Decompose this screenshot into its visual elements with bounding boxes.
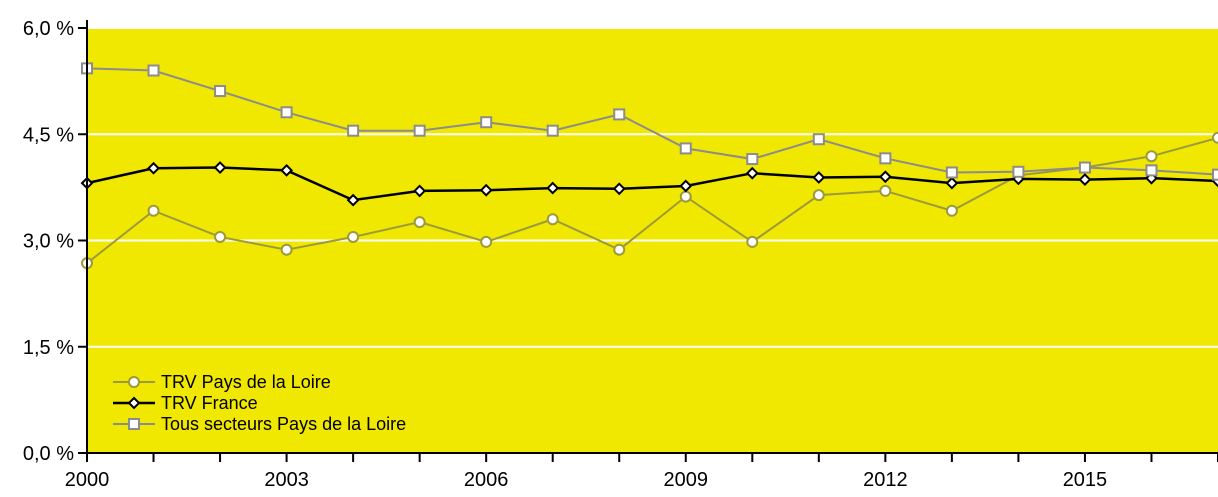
series-2-point-9: [679, 142, 692, 155]
series-0-point-5: [413, 216, 426, 229]
y-tick-label-4: 6,0 %: [23, 18, 74, 40]
series-2-point-6: [480, 116, 493, 129]
legend-item-1: TRV France: [113, 393, 258, 413]
series-1-point-2: [213, 161, 227, 174]
series-2-point-15: [1078, 161, 1091, 174]
series-2-point-5: [413, 124, 426, 137]
series-line-2: [86, 67, 1218, 176]
legend-item-2: Tous secteurs Pays de la Loire: [113, 414, 406, 434]
series-0-point-1: [147, 204, 160, 217]
series-0-point-2: [214, 230, 227, 243]
series-0-point-4: [347, 230, 360, 243]
series-2-point-2: [214, 85, 227, 98]
series-1: [80, 161, 1218, 207]
y-tick-label-0: 0,0 %: [23, 443, 74, 465]
legend-marker-1: [127, 396, 141, 410]
series-0-point-8: [613, 243, 626, 256]
series-0-point-12: [879, 184, 892, 197]
x-tick-label-3: 2009: [664, 469, 709, 491]
series-2-point-7: [546, 124, 559, 137]
series-2-point-11: [812, 133, 825, 146]
y-tick-label-1: 1,5 %: [23, 337, 74, 359]
series-2-point-17: [1212, 168, 1218, 181]
series-0-point-9: [679, 190, 692, 203]
x-tick-label-1: 2003: [264, 469, 309, 491]
series-1-point-8: [612, 182, 626, 196]
series-2-point-4: [347, 124, 360, 137]
series-2-point-1: [147, 64, 160, 77]
series-0-point-11: [812, 189, 825, 202]
series-line-1: [86, 166, 1218, 202]
x-tick-label-5: 2015: [1063, 469, 1108, 491]
legend-label-1: TRV France: [161, 393, 258, 413]
x-tick-label-2: 2006: [464, 469, 509, 491]
x-tick-label-0: 2000: [65, 469, 110, 491]
series-0-point-16: [1145, 150, 1158, 163]
series-0-point-3: [280, 243, 293, 256]
series-1-point-12: [878, 170, 892, 184]
series-1-point-11: [812, 171, 826, 184]
series-0-point-10: [746, 235, 759, 248]
series-1-point-6: [479, 183, 493, 197]
legend-label-0: TRV Pays de la Loire: [161, 372, 331, 392]
series-2-point-3: [280, 106, 293, 119]
legend-label-2: Tous secteurs Pays de la Loire: [161, 414, 406, 434]
series-2-point-13: [945, 166, 958, 179]
series-1-point-7: [546, 181, 560, 195]
series-0-point-7: [546, 213, 559, 226]
series-2-point-10: [746, 153, 759, 166]
series-1-point-9: [679, 179, 693, 193]
series-2-point-8: [613, 108, 626, 121]
legend-item-0: TRV Pays de la Loire: [113, 372, 331, 392]
series-2-point-12: [879, 152, 892, 165]
series-1-point-1: [147, 161, 160, 175]
series-0-point-17: [1212, 131, 1218, 144]
legend-marker-2: [128, 418, 140, 430]
series-1-point-15: [1078, 173, 1092, 186]
y-tick-label-2: 3,0 %: [23, 231, 74, 253]
series-2-point-16: [1145, 164, 1158, 177]
series-1-point-13: [945, 176, 959, 190]
series-0-point-13: [945, 204, 958, 217]
series-line-0: [86, 136, 1218, 264]
series-1-point-5: [413, 184, 427, 198]
series-2: [81, 62, 1218, 181]
series-1-point-4: [346, 193, 360, 207]
series-1-point-10: [745, 166, 759, 180]
x-tick-label-4: 2012: [863, 469, 908, 491]
series-2-point-14: [1012, 165, 1025, 178]
series-1-point-3: [280, 163, 294, 177]
y-tick-label-3: 4,5 %: [23, 124, 74, 146]
series-0-point-6: [480, 235, 493, 248]
legend-marker-0: [128, 376, 140, 388]
